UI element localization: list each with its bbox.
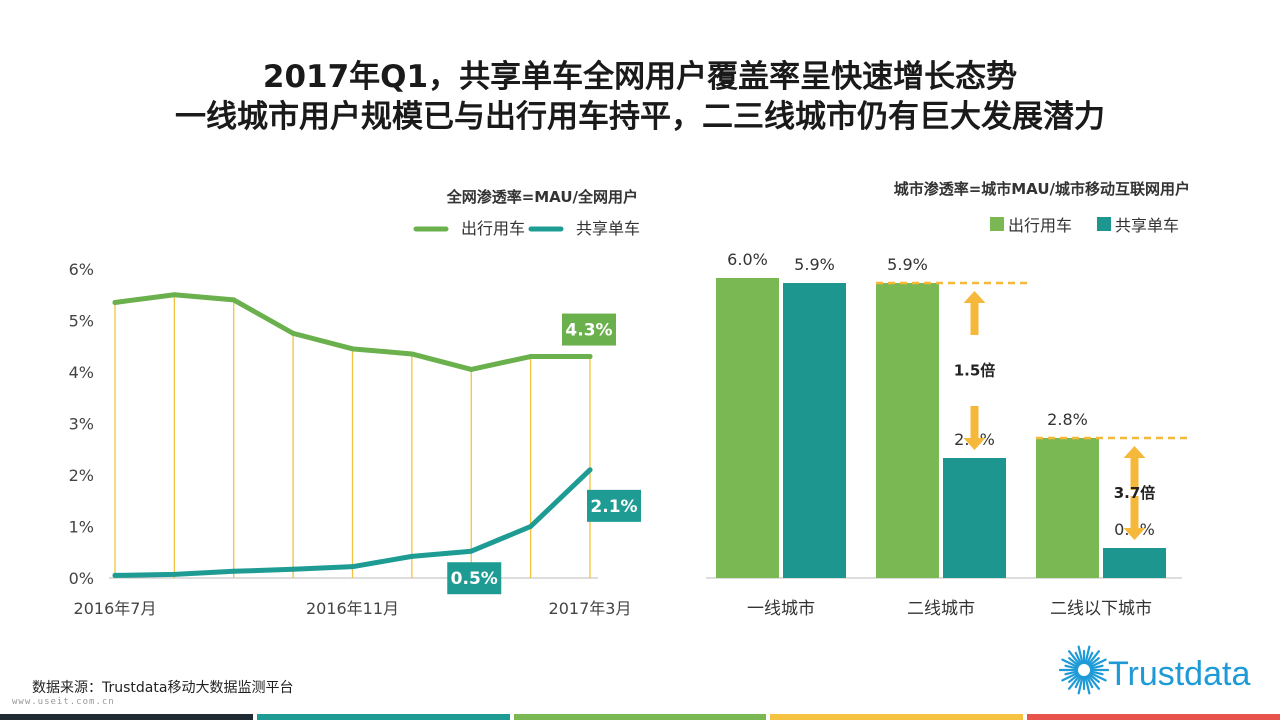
chart-subtitle: 城市渗透率=城市MAU/城市移动互联网用户 — [894, 180, 1190, 198]
bar-value-label: 5.9% — [887, 255, 928, 274]
bar — [876, 283, 939, 578]
data-point — [290, 566, 296, 572]
x-tick-label: 2016年11月 — [306, 599, 399, 618]
data-label: 0.5% — [451, 569, 498, 589]
legend-label: 出行用车 — [461, 219, 525, 238]
arrow-down-icon — [1123, 496, 1146, 540]
chart-subtitle: 全网渗透率=MAU/全网用户 — [446, 188, 638, 206]
data-point — [587, 354, 593, 360]
y-tick-label: 0% — [69, 569, 94, 588]
y-tick-label: 6% — [69, 260, 94, 279]
data-point — [350, 346, 355, 352]
data-label: 2.1% — [590, 497, 637, 517]
page-title-line2: 一线城市用户规模已与出行用车持平，二三线城市仍有巨大发展潜力 — [175, 99, 1105, 135]
data-point — [171, 571, 177, 577]
logo-text: Trustdata — [1108, 655, 1250, 693]
bar — [1103, 548, 1166, 578]
ratio-label: 3.7倍 — [1114, 484, 1156, 502]
data-label-box — [587, 489, 641, 522]
ratio-label: 1.5倍 — [954, 362, 996, 380]
y-tick-label: 2% — [69, 466, 94, 485]
data-point — [468, 366, 474, 372]
legend-label: 共享单车 — [576, 219, 640, 238]
bottom-bar-segment — [770, 714, 1024, 720]
data-point — [290, 330, 296, 336]
y-tick-label: 5% — [69, 312, 94, 331]
data-point — [112, 299, 118, 305]
bar-value-label: 2.8% — [1047, 410, 1088, 429]
logo-burst-icon — [1058, 645, 1110, 695]
page-title-line1: 2017年Q1，共享单车全网用户覆盖率呈快速增长态势 — [262, 59, 1018, 95]
data-point — [587, 467, 593, 473]
legend-swatch — [1097, 217, 1111, 231]
data-point — [468, 548, 474, 554]
data-point — [171, 292, 177, 298]
legend-label: 共享单车 — [1115, 216, 1179, 235]
data-point — [350, 564, 355, 570]
bar — [943, 458, 1006, 578]
bar-value-label: 5.9% — [794, 255, 835, 274]
data-point — [528, 354, 534, 360]
y-tick-label: 3% — [69, 415, 94, 434]
arrow-up-icon — [1123, 446, 1146, 490]
bottom-color-bar — [0, 714, 1280, 720]
watermark: www.useit.com.cn — [12, 697, 115, 707]
data-point — [409, 351, 415, 357]
bottom-bar-segment — [0, 714, 253, 720]
x-category-label: 二线以下城市 — [1050, 599, 1152, 619]
data-label-box — [447, 562, 502, 595]
data-point — [231, 297, 237, 303]
data-source: 数据来源：Trustdata移动大数据监测平台 — [32, 680, 294, 696]
y-tick-label: 4% — [69, 363, 94, 382]
data-point — [112, 572, 118, 578]
data-point — [528, 524, 534, 529]
bottom-bar-segment — [513, 714, 767, 720]
bottom-bar-segment — [1027, 714, 1280, 720]
bar — [783, 283, 846, 578]
data-point — [409, 553, 415, 559]
bar — [1036, 438, 1099, 578]
x-category-label: 二线城市 — [907, 599, 975, 619]
bottom-bar-segment — [256, 714, 510, 720]
x-tick-label: 2016年7月 — [74, 599, 157, 618]
legend-label: 出行用车 — [1008, 216, 1072, 235]
y-tick-label: 1% — [69, 518, 94, 537]
arrow-up-icon — [963, 291, 986, 335]
data-point — [231, 568, 237, 574]
data-label-box — [562, 313, 616, 346]
data-label: 4.3% — [565, 321, 612, 341]
trustdata-logo: Trustdata — [1058, 645, 1250, 695]
bar-value-label: 6.0% — [727, 250, 768, 269]
x-tick-label: 2017年3月 — [549, 599, 632, 618]
x-category-label: 一线城市 — [747, 599, 815, 619]
legend-swatch — [990, 217, 1004, 231]
bar — [716, 278, 779, 578]
arrow-down-icon — [963, 406, 986, 450]
